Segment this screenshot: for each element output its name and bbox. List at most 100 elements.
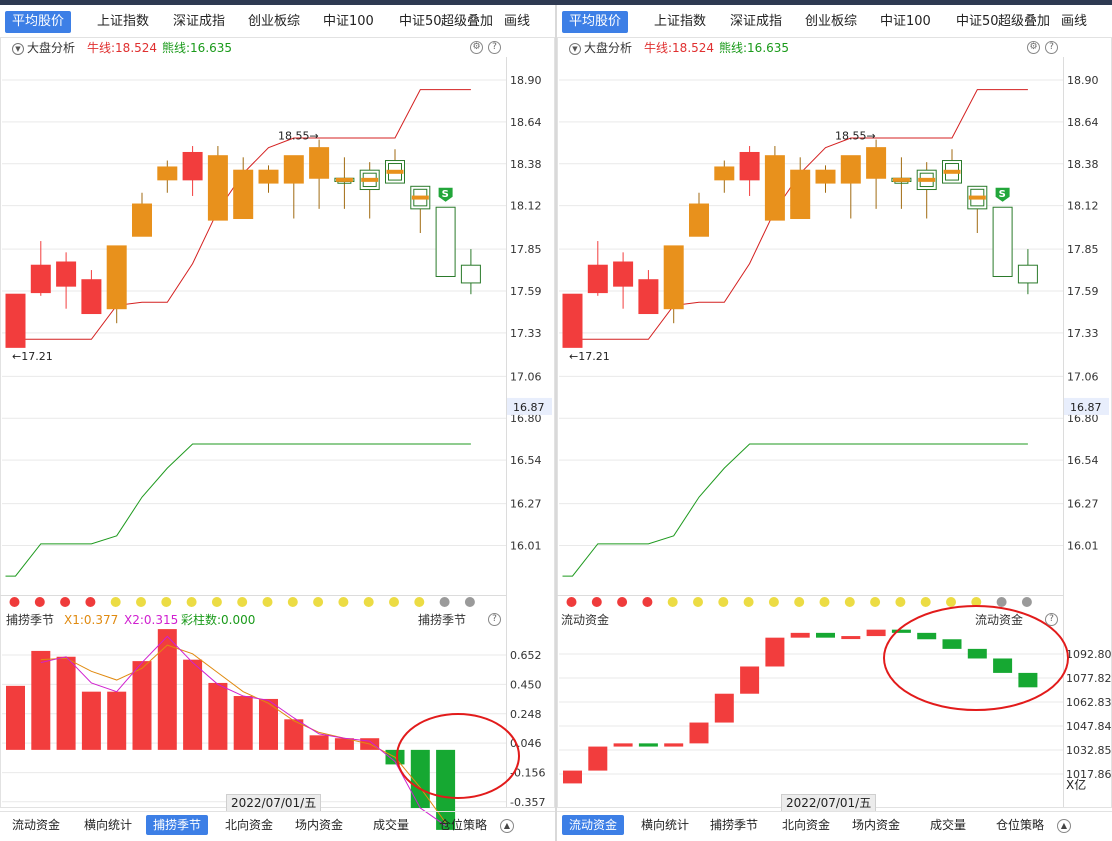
tab-index[interactable]: 中证50	[956, 14, 999, 29]
candle-body	[663, 245, 684, 310]
collapse-chevron-icon[interactable]: ▼	[12, 43, 24, 55]
candle-body	[992, 206, 1013, 277]
candle-fill	[411, 195, 429, 200]
sub-y-tick-label: 0.652	[510, 649, 542, 662]
fund-flow-bar	[588, 746, 608, 771]
bull-line	[562, 89, 1028, 340]
bottom-tab[interactable]: 北向资金	[225, 818, 274, 832]
tab-index[interactable]: 画线	[1061, 14, 1088, 29]
candle-fill	[918, 177, 936, 182]
signal-dot	[211, 597, 222, 607]
signal-dot	[996, 597, 1007, 607]
chart-frame	[557, 37, 1112, 808]
help-icon[interactable]: ?	[488, 613, 501, 626]
signal-dot	[363, 597, 374, 607]
bottom-tab[interactable]: 流动资金	[12, 818, 61, 832]
panel-divider[interactable]	[555, 5, 557, 841]
momentum-bar	[107, 691, 127, 750]
bottom-tab[interactable]: 仓位策略	[996, 818, 1045, 832]
sell-signal-marker	[438, 187, 453, 202]
candle-body	[866, 147, 887, 179]
indicator-name: 大盘分析	[27, 41, 76, 55]
signal-dot	[591, 597, 602, 607]
candle-body	[233, 169, 254, 220]
sub-y-tick-label: -0.357	[510, 796, 545, 809]
y-tick-label: 18.64	[1067, 116, 1099, 129]
bottom-tab[interactable]: 场内资金	[295, 818, 344, 832]
tab-index[interactable]: 平均股价	[5, 11, 72, 33]
bottom-tab[interactable]: 成交量	[930, 818, 967, 832]
bottom-tab[interactable]: 横向统计	[641, 818, 690, 832]
momentum-bar	[233, 696, 253, 750]
right-indicator-header: ▼ 大盘分析 牛线:18.524 熊线:16.635 ⚙ ?	[557, 39, 1112, 57]
bottom-tab[interactable]: 成交量	[373, 818, 410, 832]
bottom-tab[interactable]: 捕捞季节	[710, 818, 759, 832]
bottom-tab[interactable]: 场内资金	[852, 818, 901, 832]
y-tick-label: 16.27	[510, 498, 542, 511]
bottom-tab[interactable]: 流动资金	[562, 815, 625, 835]
bottom-tab[interactable]: 北向资金	[782, 818, 831, 832]
collapse-chevron-icon[interactable]: ▼	[569, 43, 581, 55]
tab-index[interactable]: 中证50	[399, 14, 442, 29]
tab-index[interactable]: 深证成指	[173, 14, 226, 29]
tab-index[interactable]: 超级叠加	[441, 14, 494, 29]
signal-dot	[617, 597, 628, 607]
sub-indicator-name: 捕捞季节	[6, 613, 55, 627]
help-icon[interactable]: ?	[488, 41, 501, 54]
tab-index[interactable]: 画线	[504, 14, 531, 29]
y-tick-label: 18.12	[510, 200, 542, 213]
tab-index[interactable]: 上证指数	[97, 14, 150, 29]
candle-body	[258, 169, 279, 184]
tab-index[interactable]: 中证100	[323, 14, 374, 29]
signal-dot	[794, 597, 805, 607]
tab-index[interactable]: 深证成指	[730, 14, 783, 29]
signal-dot	[693, 597, 703, 607]
tab-index[interactable]: 创业板综	[248, 14, 301, 29]
chevron-up-icon[interactable]: ▲	[500, 819, 514, 833]
sub-y-tick-label: 1077.82	[1066, 672, 1112, 685]
right-bottom-tabs: 流动资金 横向统计 捕捞季节 北向资金 场内资金 成交量 仓位策略 ▲	[557, 811, 1112, 838]
candle-body	[790, 169, 811, 220]
candle-body	[81, 279, 102, 315]
fund-flow-bar	[563, 770, 582, 784]
tab-index[interactable]: 超级叠加	[998, 14, 1051, 29]
tab-index[interactable]: 平均股价	[562, 11, 629, 33]
sub-indicator-right-name: 捕捞季节	[418, 613, 467, 627]
candle-body	[56, 261, 77, 287]
left-indicator-header: ▼ 大盘分析 牛线:18.524 熊线:16.635 ⚙ ?	[0, 39, 555, 57]
sell-signal-marker	[995, 187, 1010, 202]
y-tick-label: 16.01	[1067, 539, 1099, 552]
signal-dot	[414, 597, 425, 607]
settings-icon[interactable]: ⚙	[1027, 41, 1040, 54]
help-icon[interactable]: ?	[1045, 41, 1058, 54]
momentum-bar	[81, 691, 101, 750]
help-icon[interactable]: ?	[1045, 613, 1058, 626]
high-annotation: 18.55→	[278, 129, 319, 142]
momentum-bar	[132, 661, 152, 750]
candle-fill	[892, 177, 910, 182]
bottom-tab[interactable]: 仓位策略	[439, 818, 488, 832]
settings-icon[interactable]: ⚙	[470, 41, 483, 54]
fund-flow-bar	[689, 722, 709, 744]
y-tick-label: 17.33	[1067, 327, 1099, 340]
bull-line-value: 牛线:18.524	[644, 41, 715, 55]
fund-flow-bar	[613, 743, 633, 747]
y-tick-label: 17.33	[510, 327, 542, 340]
momentum-bar	[56, 656, 76, 750]
bottom-tab[interactable]: 捕捞季节	[146, 815, 209, 835]
low-annotation: ←17.21	[12, 350, 53, 363]
tab-index[interactable]: 创业板综	[805, 14, 858, 29]
signal-dot	[870, 597, 881, 607]
tab-index[interactable]: 中证100	[880, 14, 931, 29]
bottom-tab[interactable]: 横向统计	[84, 818, 133, 832]
chevron-up-icon[interactable]: ▲	[1057, 819, 1071, 833]
sub-y-tick-label: 1062.83	[1066, 696, 1112, 709]
tab-index[interactable]: 上证指数	[654, 14, 707, 29]
bull-line-value: 牛线:18.524	[87, 41, 158, 55]
left-index-tabs: 平均股价 上证指数 深证成指 创业板综 中证100 中证50 超级叠加 画线	[0, 7, 555, 37]
candle-body	[30, 264, 51, 294]
signal-dot	[313, 597, 324, 607]
fund-flow-bar	[942, 639, 962, 649]
y-tick-label: 16.80	[1067, 412, 1099, 425]
y-tick-label: 17.85	[1067, 243, 1099, 256]
